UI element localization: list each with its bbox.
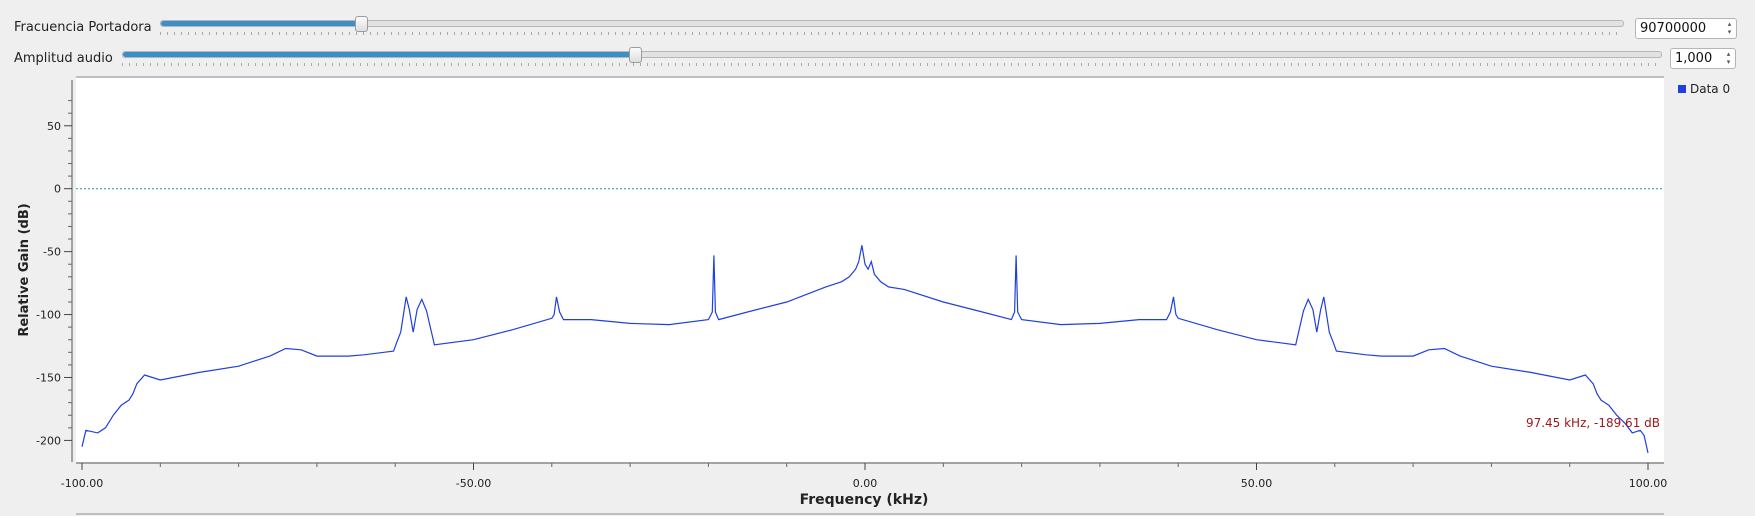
audio-amplitude-slider-ticks [122, 63, 1660, 66]
audio-amplitude-slider[interactable] [122, 47, 1662, 63]
audio-amplitude-value[interactable]: 1,000 [1675, 51, 1713, 66]
x-tick-label: 50.00 [1241, 477, 1273, 490]
y-tick-label: -50 [43, 246, 61, 259]
x-axis-ticks: -100.00 -50.00 0.00 50.00 100.00 [61, 463, 1667, 490]
y-tick-label: 0 [54, 183, 61, 196]
carrier-frequency-slider-fill [161, 21, 362, 26]
audio-amplitude-label: Amplitud audio [14, 51, 113, 66]
audio-amplitude-spinbox[interactable]: 1,000 ▴ ▾ [1670, 48, 1736, 69]
y-tick-label: -100 [36, 309, 61, 322]
y-axis-label: Relative Gain (dB) [17, 203, 32, 336]
carrier-frequency-spinbox[interactable]: 90700000 ▴ ▾ [1635, 18, 1737, 39]
carrier-frequency-slider[interactable] [160, 16, 1624, 32]
carrier-frequency-value[interactable]: 90700000 [1640, 21, 1707, 36]
spin-arrows-icon[interactable]: ▴ ▾ [1727, 20, 1732, 36]
spin-arrows-icon[interactable]: ▴ ▾ [1726, 50, 1731, 66]
y-tick-label: -150 [36, 371, 61, 384]
carrier-frequency-slider-ticks [160, 32, 1622, 35]
x-minor-ticks [159, 463, 1571, 467]
x-tick-label: -50.00 [456, 477, 491, 490]
y-tick-label: -200 [36, 434, 61, 447]
marker-readout: 97.45 kHz, -189.61 dB [1526, 416, 1660, 430]
x-axis-label: Frequency (kHz) [800, 492, 929, 508]
audio-amplitude-slider-fill [123, 52, 636, 57]
x-tick-label: 0.00 [853, 477, 878, 490]
legend-label: Data 0 [1690, 82, 1731, 96]
audio-amplitude-slider-handle[interactable] [629, 47, 643, 63]
legend: Data 0 [1678, 82, 1730, 96]
carrier-frequency-label: Fracuencia Portadora [14, 20, 152, 35]
x-tick-label: 100.00 [1629, 477, 1668, 490]
y-axis-ticks: -200 -150 -100 -50 0 50 [36, 120, 72, 447]
y-minor-ticks [68, 100, 72, 429]
y-tick-label: 50 [47, 120, 61, 133]
x-tick-label: -100.00 [61, 477, 103, 490]
carrier-frequency-slider-handle[interactable] [355, 16, 369, 32]
plot-canvas [76, 78, 1664, 462]
legend-swatch [1678, 85, 1686, 93]
series-line-data-0 [81, 245, 1649, 454]
